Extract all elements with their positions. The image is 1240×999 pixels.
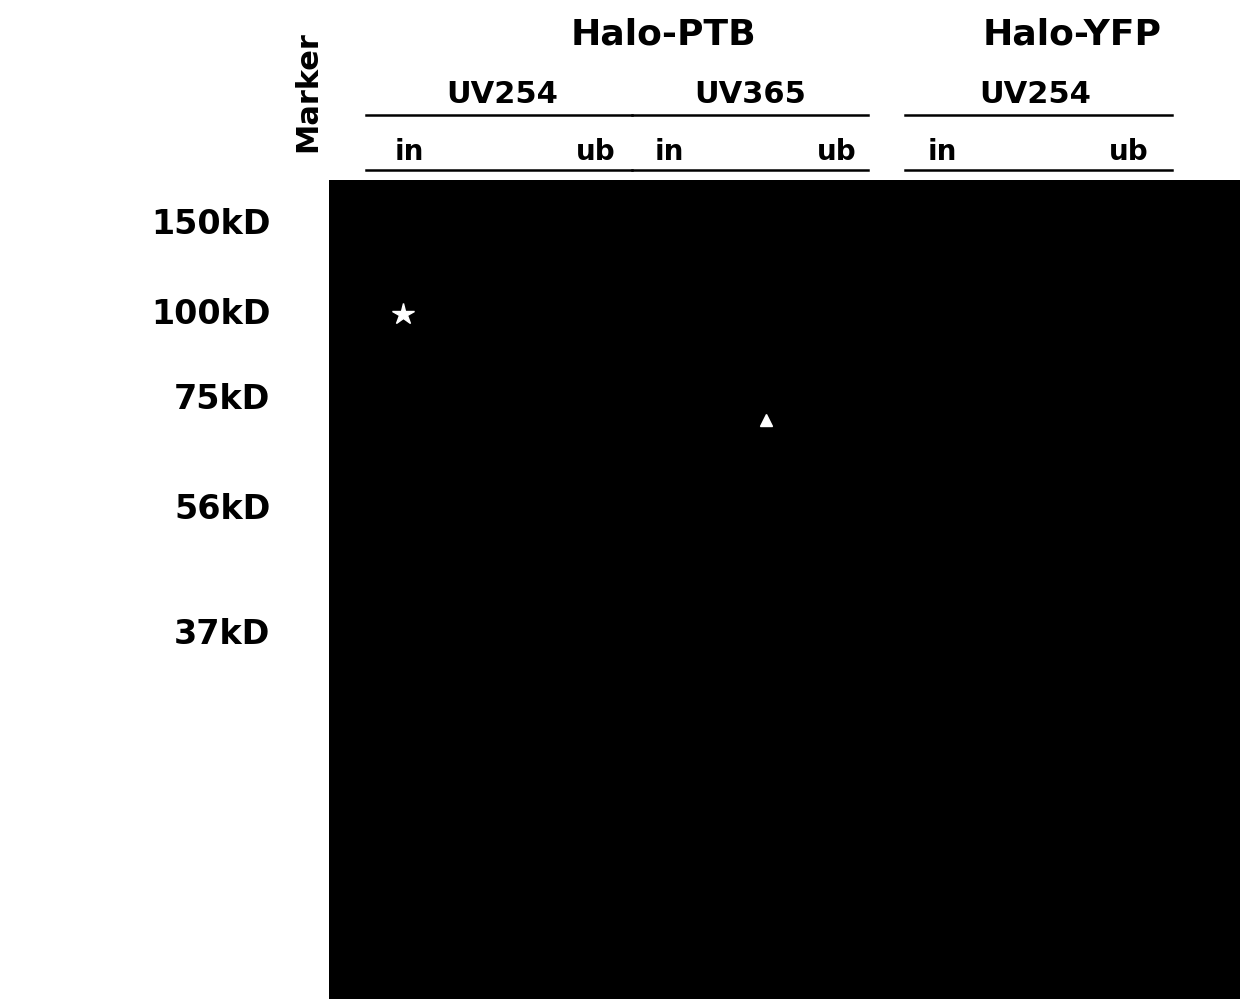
- Text: in: in: [394, 138, 424, 166]
- Text: 75kD: 75kD: [174, 383, 270, 417]
- Text: Marker: Marker: [293, 32, 322, 152]
- Text: in: in: [928, 138, 957, 166]
- Text: ub: ub: [575, 138, 615, 166]
- Text: 150kD: 150kD: [151, 208, 270, 242]
- Text: ub: ub: [1109, 138, 1148, 166]
- Text: Halo-YFP: Halo-YFP: [983, 18, 1162, 52]
- Text: 37kD: 37kD: [174, 617, 270, 651]
- Text: UV254: UV254: [980, 80, 1091, 110]
- Text: Halo-PTB: Halo-PTB: [570, 18, 756, 52]
- Text: UV254: UV254: [446, 80, 558, 110]
- Text: UV365: UV365: [694, 80, 806, 110]
- Bar: [329, 180, 1240, 999]
- Text: 100kD: 100kD: [151, 298, 270, 332]
- Text: 56kD: 56kD: [174, 493, 270, 526]
- Text: in: in: [655, 138, 684, 166]
- Text: ub: ub: [817, 138, 857, 166]
